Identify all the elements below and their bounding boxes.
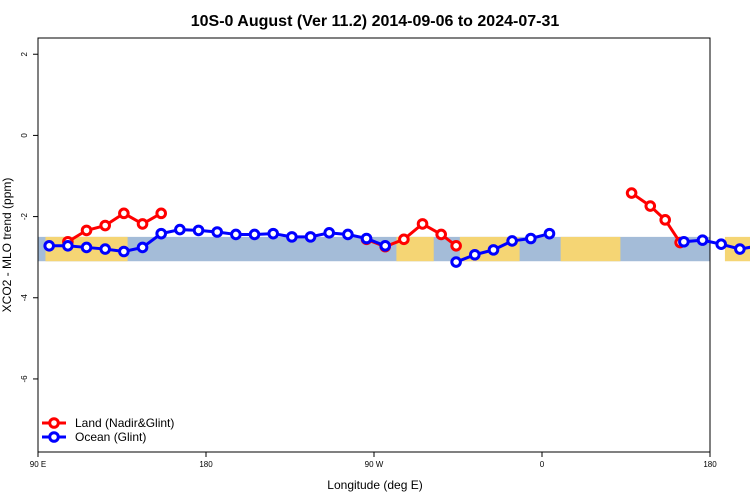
series-1-point-0-11 (248, 228, 261, 241)
series-0 (62, 187, 686, 253)
series-1-point-0-7 (174, 223, 186, 236)
legend-label-land: Land (Nadir&Glint) (75, 416, 174, 430)
x-tick-label-2: 90 W (365, 460, 384, 469)
legend: Land (Nadir&Glint) Ocean (Glint) (42, 416, 174, 444)
series-1-point-1-0 (450, 256, 462, 268)
series-1-point-0-17 (360, 232, 373, 245)
series-0-point-0-3 (118, 207, 130, 220)
series-layer (43, 187, 750, 268)
x-tick-label-3: 0 (540, 460, 545, 469)
series-0-point-2-1 (644, 200, 657, 212)
series-0-point-0-2 (99, 219, 111, 232)
series-1-point-0-5 (136, 241, 149, 254)
y-tick-label-1: 0 (20, 133, 29, 138)
series-0-point-1-4 (435, 228, 448, 241)
series-1-point-0-15 (323, 227, 336, 239)
y-tick-label-2: -2 (20, 212, 29, 220)
series-0-point-2-0 (625, 187, 638, 199)
x-tick-label-0: 90 E (30, 460, 46, 469)
land-region-3 (560, 236, 621, 262)
series-0-point-1-5 (450, 240, 462, 252)
series-1-point-0-1 (62, 240, 74, 252)
series-1-point-0-12 (267, 227, 280, 240)
x-tick-label-4: 180 (703, 460, 717, 469)
series-0-line-2 (630, 191, 682, 244)
legend-label-ocean: Ocean (Glint) (75, 430, 146, 444)
series-1-point-2-2 (715, 238, 728, 250)
series-1-point-1-3 (506, 235, 518, 247)
series-1-point-0-18 (379, 240, 392, 252)
y-tick-label-3: -4 (20, 294, 29, 302)
y-tick-label-4: -6 (20, 375, 29, 383)
series-1-point-2-3 (734, 243, 746, 255)
series-0-point-2-2 (659, 214, 672, 226)
legend-marker-ocean (48, 431, 60, 443)
series-1-point-0-0 (43, 240, 56, 252)
series-1-point-0-3 (99, 243, 111, 255)
series-1-line-2 (683, 238, 750, 251)
series-0-point-0-4 (136, 218, 149, 230)
series-0-point-0-5 (155, 207, 167, 220)
series-1-point-0-4 (118, 245, 130, 258)
axes: 90 E 180 90 W 0 180 2 0 -2 -4 -6 (20, 51, 717, 469)
series-1-point-0-6 (155, 227, 167, 240)
series-0-point-0-1 (80, 224, 93, 237)
series-1 (43, 223, 750, 268)
series-1-point-0-16 (342, 228, 354, 241)
chart-title: 10S-0 August (Ver 11.2) 2014-09-06 to 20… (191, 13, 560, 30)
series-1-point-0-2 (80, 241, 93, 254)
series-1-point-2-1 (696, 234, 709, 246)
y-tick-label-0: 2 (20, 51, 29, 56)
legend-marker-land (48, 417, 60, 429)
series-1-point-1-5 (543, 227, 556, 240)
x-tick-label-1: 180 (199, 460, 213, 469)
y-axis-label: XCO2 - MLO trend (ppm) (0, 178, 14, 313)
series-1-point-2-0 (678, 235, 690, 248)
series-1-point-1-4 (525, 232, 537, 245)
series-1-point-1-2 (487, 244, 500, 256)
series-0-point-1-2 (398, 233, 410, 246)
x-axis-label: Longitude (deg E) (327, 478, 422, 492)
series-1-point-0-13 (286, 231, 298, 243)
series-1-point-0-8 (192, 224, 205, 237)
series-1-point-0-9 (211, 226, 223, 238)
series-1-point-0-10 (230, 228, 242, 241)
series-1-point-0-14 (304, 231, 317, 243)
series-0-point-1-3 (416, 218, 429, 230)
series-1-point-1-1 (469, 248, 481, 261)
